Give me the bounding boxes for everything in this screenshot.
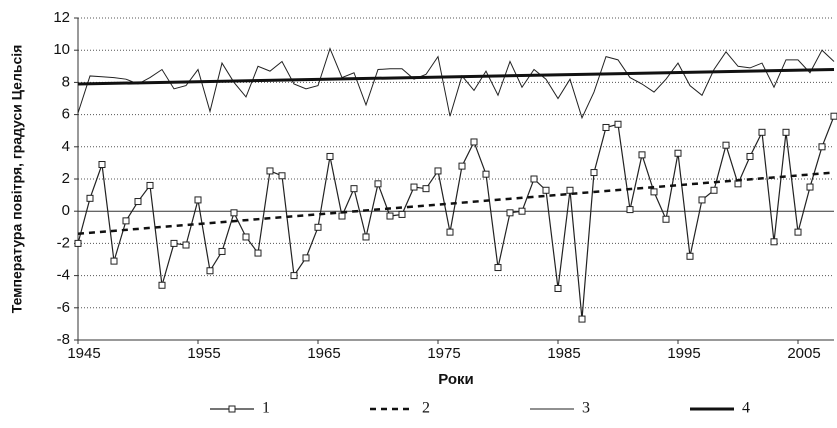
y-tick-label: 6 xyxy=(62,106,70,123)
y-tick-label: 2 xyxy=(62,170,70,187)
x-tick-label: 2005 xyxy=(787,345,820,362)
series-line xyxy=(77,68,835,86)
y-tick-label: 0 xyxy=(62,202,70,219)
legend-label: 1 xyxy=(262,400,270,417)
marker xyxy=(110,257,118,265)
marker xyxy=(590,169,598,177)
marker xyxy=(314,223,322,231)
series-line xyxy=(77,115,835,320)
marker xyxy=(662,215,670,223)
marker xyxy=(182,241,190,249)
marker xyxy=(446,228,454,236)
marker xyxy=(254,249,262,257)
marker xyxy=(818,143,826,151)
marker xyxy=(398,210,406,218)
legend-label: 4 xyxy=(742,400,750,417)
y-tick-label: 10 xyxy=(53,41,70,58)
marker xyxy=(206,267,214,275)
marker xyxy=(710,186,718,194)
marker xyxy=(362,233,370,241)
marker xyxy=(326,152,334,160)
marker xyxy=(410,183,418,191)
marker xyxy=(566,186,574,194)
marker xyxy=(134,198,142,206)
marker xyxy=(158,281,166,289)
marker xyxy=(614,120,622,128)
y-tick-label: 8 xyxy=(62,73,70,90)
y-tick-label: 12 xyxy=(53,9,70,26)
legend-label: 2 xyxy=(422,400,430,417)
marker xyxy=(242,233,250,241)
marker xyxy=(506,209,514,217)
marker xyxy=(770,238,778,246)
x-axis-label: Роки xyxy=(438,371,474,388)
marker xyxy=(434,167,442,175)
marker xyxy=(698,196,706,204)
x-tick-label: 1975 xyxy=(427,345,460,362)
marker xyxy=(374,180,382,188)
marker xyxy=(686,252,694,260)
y-tick-label: -8 xyxy=(57,331,70,348)
marker xyxy=(458,162,466,170)
marker xyxy=(230,209,238,217)
marker xyxy=(530,175,538,183)
marker xyxy=(542,186,550,194)
x-tick-label: 1945 xyxy=(67,345,100,362)
y-axis-label: Температура повітря, градуси Цельсія xyxy=(9,45,25,314)
x-tick-label: 1995 xyxy=(667,345,700,362)
marker xyxy=(638,151,646,159)
marker xyxy=(290,272,298,280)
y-tick-label: -4 xyxy=(57,267,70,284)
marker xyxy=(734,180,742,188)
marker xyxy=(302,254,310,262)
marker xyxy=(626,206,634,214)
legend-label: 3 xyxy=(582,400,590,417)
marker xyxy=(746,152,754,160)
marker xyxy=(218,247,226,255)
marker xyxy=(674,149,682,157)
marker xyxy=(758,128,766,136)
series-line xyxy=(77,47,835,120)
marker xyxy=(482,170,490,178)
marker xyxy=(338,212,346,220)
x-tick-label: 1965 xyxy=(307,345,340,362)
marker xyxy=(554,284,562,292)
marker xyxy=(830,112,837,120)
marker xyxy=(470,138,478,146)
marker xyxy=(74,239,82,247)
legend-marker xyxy=(228,405,236,413)
marker xyxy=(578,315,586,323)
marker xyxy=(98,161,106,169)
marker xyxy=(422,185,430,193)
marker xyxy=(170,239,178,247)
marker xyxy=(494,264,502,272)
x-tick-label: 1955 xyxy=(187,345,220,362)
marker xyxy=(794,228,802,236)
marker xyxy=(806,183,814,191)
marker xyxy=(722,141,730,149)
marker xyxy=(278,172,286,180)
marker xyxy=(86,194,94,202)
marker xyxy=(518,207,526,215)
y-tick-label: -6 xyxy=(57,299,70,316)
marker xyxy=(146,181,154,189)
y-tick-label: 4 xyxy=(62,138,70,155)
series-line xyxy=(77,171,835,235)
marker xyxy=(350,185,358,193)
marker xyxy=(782,128,790,136)
marker xyxy=(386,212,394,220)
marker xyxy=(650,188,658,196)
marker xyxy=(122,217,130,225)
marker xyxy=(602,123,610,131)
y-tick-label: -2 xyxy=(57,234,70,251)
x-tick-label: 1985 xyxy=(547,345,580,362)
marker xyxy=(194,196,202,204)
marker xyxy=(266,167,274,175)
